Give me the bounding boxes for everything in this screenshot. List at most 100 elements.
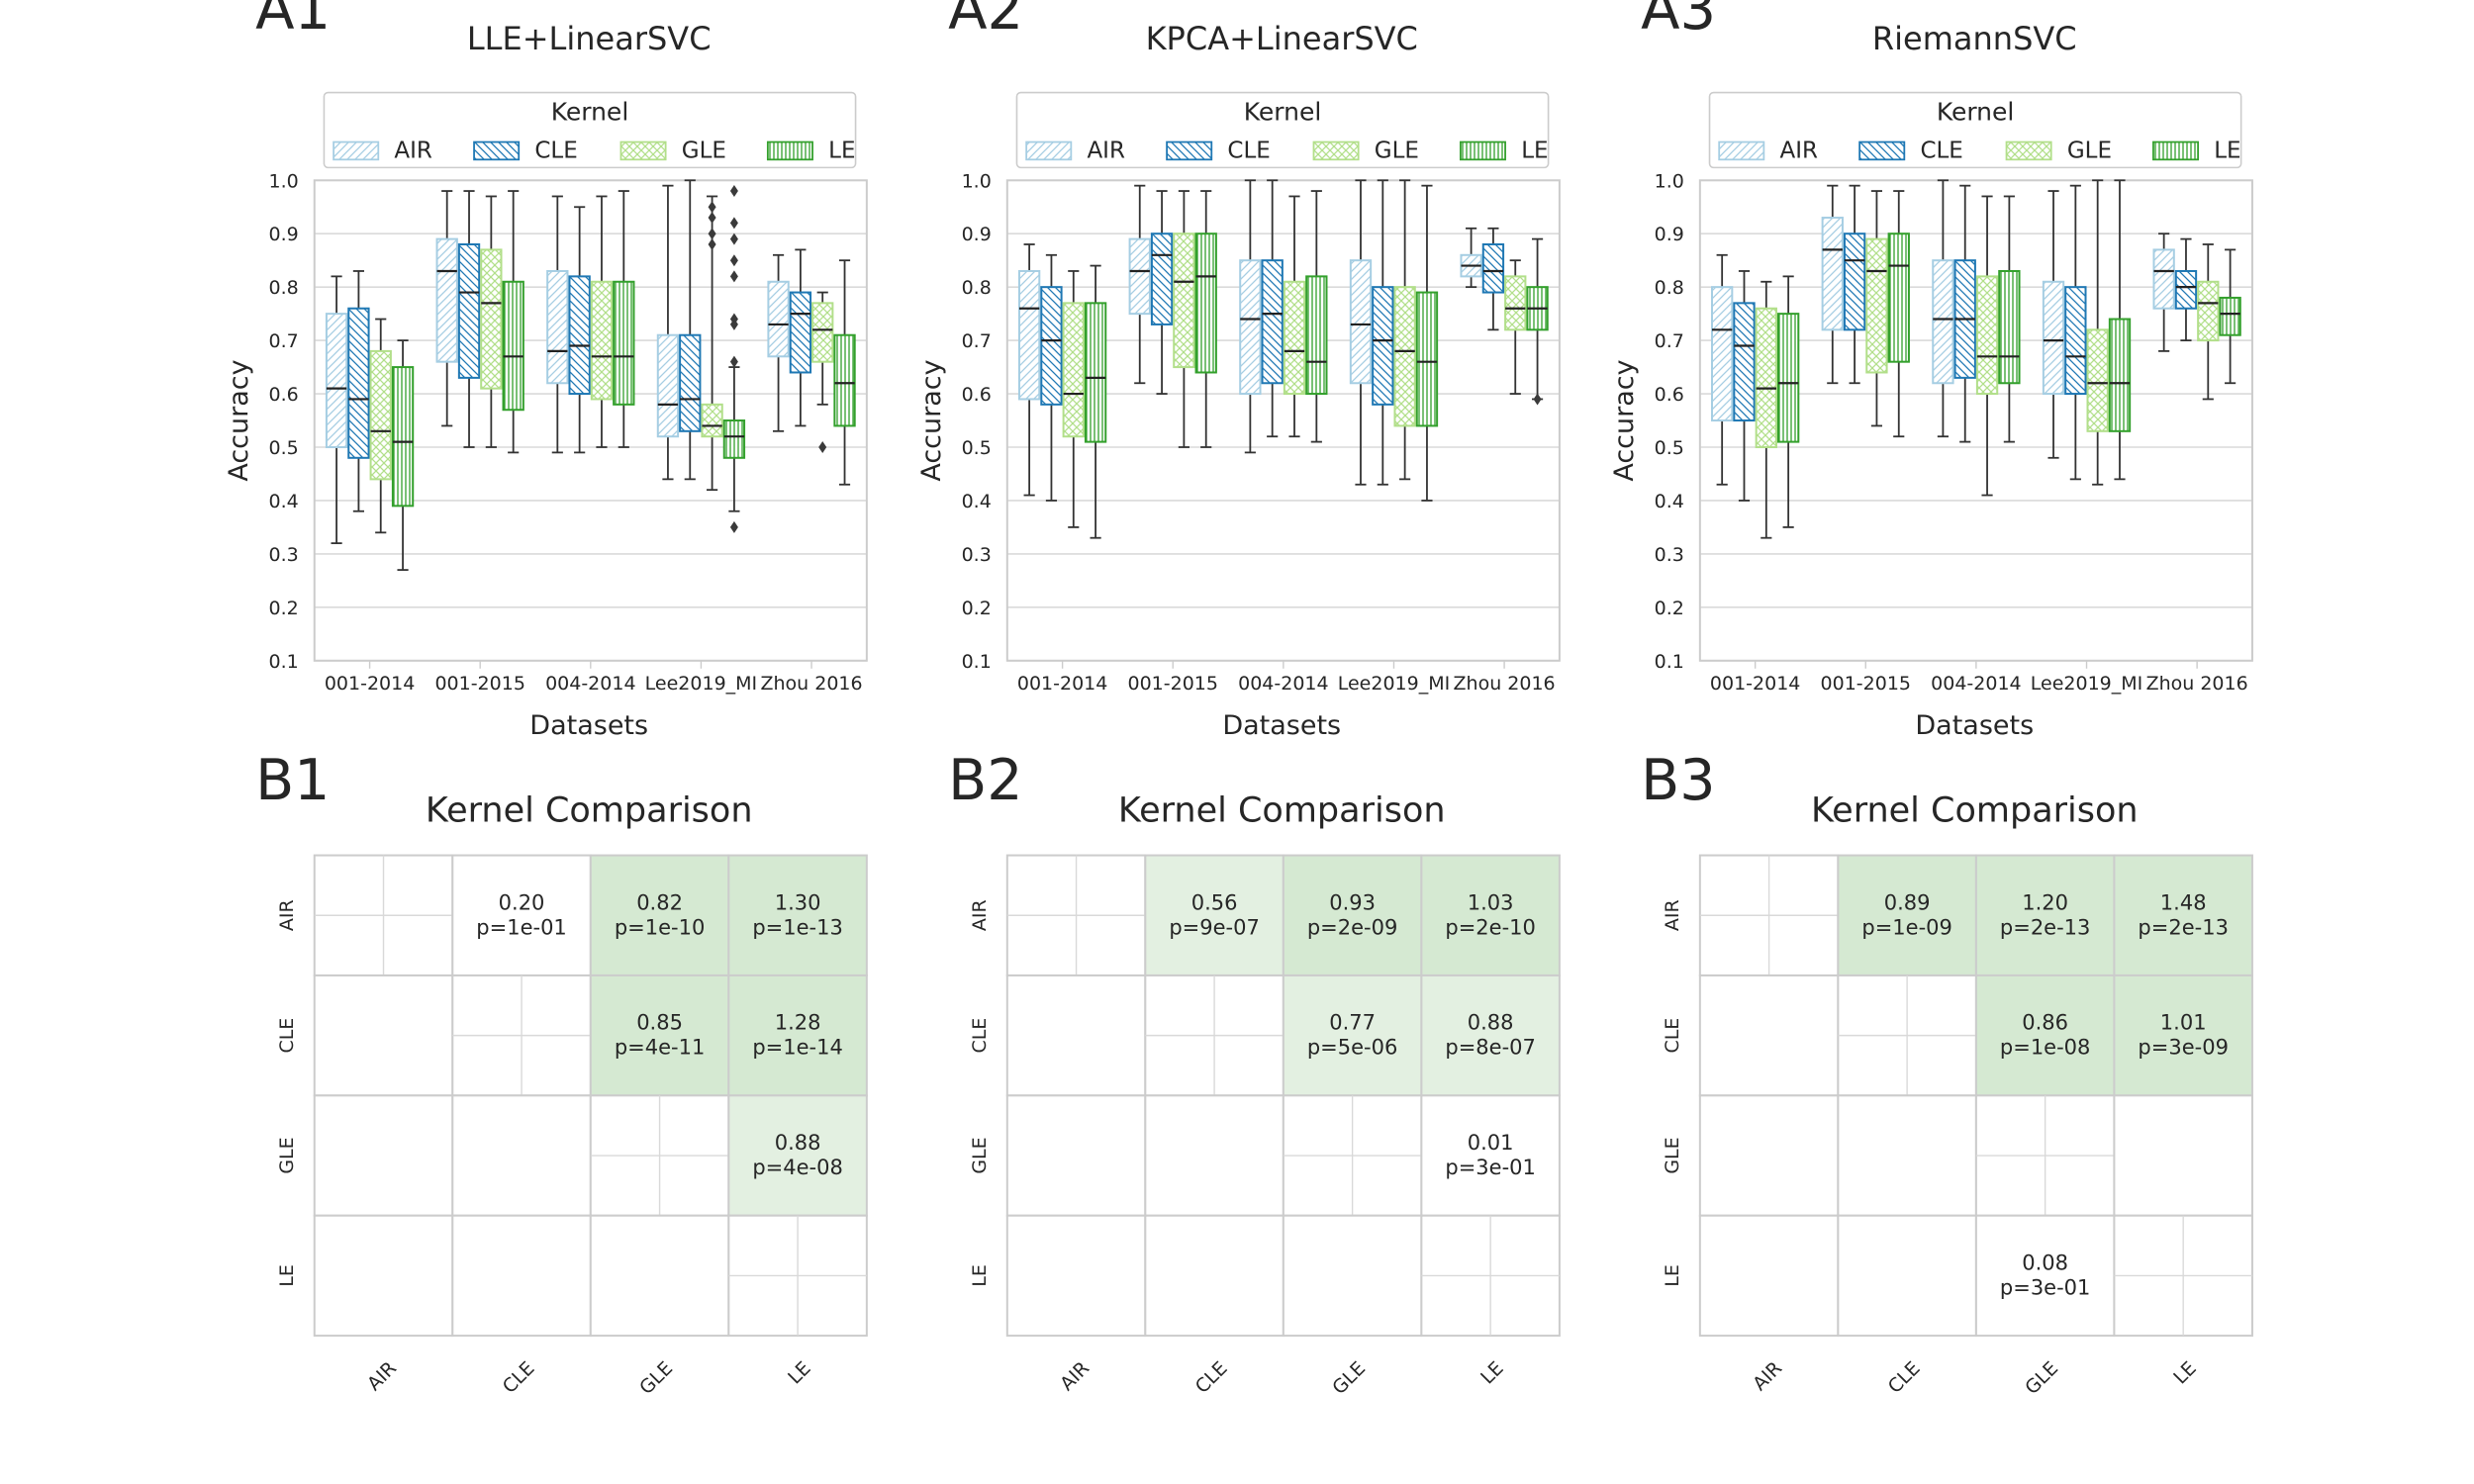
box-gle [1975, 275, 1999, 396]
heatmap-panel-b2: B2 Kernel Comparison 0.56p=9e-07 0.93p=2e-0… [948, 748, 1561, 1399]
cell-value: 0.77 [1329, 1011, 1376, 1035]
legend-entry: GLE [682, 139, 726, 164]
box-air [546, 269, 569, 385]
cell-value: 0.86 [2022, 1011, 2068, 1035]
box-gle [480, 248, 503, 390]
legend-entry: LE [828, 139, 855, 164]
row-label: AIR [276, 899, 298, 931]
cell-p-value: p=5e-06 [1307, 1036, 1398, 1060]
column-label: CLE [1191, 1357, 1232, 1398]
heatmap-cell [1698, 1214, 1840, 1338]
y-tick-label: 0.9 [962, 224, 992, 245]
box-air [1239, 259, 1262, 396]
row-label: GLE [1662, 1137, 1683, 1173]
row-label: CLE [969, 1018, 991, 1054]
box-cle [1733, 302, 1756, 422]
y-tick-label: 1.0 [269, 170, 299, 192]
heatmap-cell [1005, 1214, 1147, 1338]
x-axis-label: Datasets [1915, 710, 2034, 741]
box-air [2152, 248, 2175, 310]
x-tick-label: 001-2015 [1821, 673, 1911, 695]
heatmap-cell [451, 1094, 592, 1217]
x-tick-label: 001-2015 [1127, 673, 1217, 695]
box-gle [2197, 280, 2220, 342]
box-le [722, 419, 746, 459]
box-le [1084, 302, 1107, 443]
legend: Kernel AIR CLE GLE LE [323, 91, 857, 169]
cell-p-value: p=2e-13 [2000, 915, 2091, 939]
box-cle [568, 275, 591, 396]
box-gle [369, 349, 392, 481]
y-tick-label: 0.3 [962, 544, 992, 566]
box-gle [1504, 275, 1527, 331]
heatmap-cell [1144, 1094, 1285, 1217]
y-tick-label: 0.6 [1655, 384, 1684, 406]
column-label: LE [784, 1357, 815, 1389]
boxplot-panel-a3: A3 RiemannSVC 0.1 0.2 0.3 0.4 0.5 0.6 0.7 0.8 0.9 1… [1609, 0, 2253, 741]
cell-p-value: p=1e-10 [615, 915, 706, 939]
y-axis-label: Accuracy [916, 359, 947, 481]
box-le [1305, 275, 1328, 396]
box-cle [789, 291, 812, 374]
cell-value: 0.88 [775, 1131, 821, 1155]
y-tick-label: 0.9 [1655, 224, 1684, 245]
y-axis-label: Accuracy [1609, 359, 1640, 481]
heatmap-panel-b1: B1 Kernel Comparison0.20p=1e-010.82p=1e-1… [255, 748, 868, 1399]
diagonal-hatch-icon [1718, 140, 1765, 161]
outlier-point [729, 355, 738, 368]
y-tick-label: 0.3 [269, 544, 299, 566]
y-axis-label: Accuracy [224, 359, 254, 481]
outlier-point [729, 232, 738, 245]
outlier-point [729, 185, 738, 198]
box-cle [457, 243, 481, 379]
box-gle [811, 302, 834, 363]
heatmap-cell [313, 974, 454, 1097]
box-cle [1261, 259, 1284, 385]
y-tick-label: 0.5 [269, 437, 299, 459]
legend-entry: AIR [1779, 139, 1818, 164]
x-tick-label: 001-2015 [434, 673, 524, 695]
y-tick-label: 0.4 [1655, 491, 1684, 512]
legend-entry: CLE [534, 139, 577, 164]
diagonal-hatch-icon [333, 140, 380, 161]
vertical-hatch-icon [1459, 140, 1506, 161]
x-tick-label: Lee2019_MI [2031, 673, 2142, 695]
legend-entry: CLE [1227, 139, 1270, 164]
cell-value: 0.89 [1884, 890, 1931, 914]
box-gle [1062, 302, 1085, 438]
y-tick-label: 0.8 [269, 277, 299, 299]
cell-p-value: p=8e-07 [1445, 1036, 1536, 1060]
cell-value: 0.88 [1468, 1011, 1514, 1035]
outlier-point [818, 440, 827, 453]
box-le [1887, 232, 1910, 363]
box-le [502, 280, 524, 412]
panel-letter: B1 [255, 748, 330, 813]
x-tick-label: 001-2014 [1710, 673, 1800, 695]
vertical-hatch-icon [766, 140, 813, 161]
legend-title: Kernel [1937, 98, 2015, 127]
column-label: CLE [1884, 1357, 1925, 1398]
y-tick-label: 0.2 [962, 598, 992, 619]
outlier-point [729, 217, 738, 230]
heatmap-cell [1698, 1094, 1840, 1217]
box-air [1349, 259, 1373, 385]
y-tick-label: 0.1 [269, 651, 299, 673]
heatmap-cell [1974, 854, 2116, 976]
legend-entry: AIR [394, 139, 432, 164]
outlier-point [708, 228, 716, 240]
x-axis-label: Datasets [1222, 710, 1341, 741]
cell-p-value: p=2e-10 [1445, 915, 1536, 939]
legend-frame [1015, 91, 1550, 169]
heatmap-cell [1837, 1094, 1977, 1217]
heatmap-cell [313, 1214, 454, 1338]
heatmap-cell [1837, 1214, 1977, 1338]
heatmap-cell [2113, 854, 2253, 976]
heatmap-cell [1005, 974, 1147, 1097]
cell-value: 0.20 [499, 890, 545, 914]
cell-p-value: p=1e-13 [752, 915, 843, 939]
row-label: CLE [276, 1018, 298, 1054]
x-tick-label: Lee2019_MI [645, 673, 757, 695]
y-tick-label: 0.3 [1655, 544, 1684, 566]
panel-letter: B2 [948, 748, 1022, 813]
y-tick-label: 0.7 [962, 330, 992, 352]
